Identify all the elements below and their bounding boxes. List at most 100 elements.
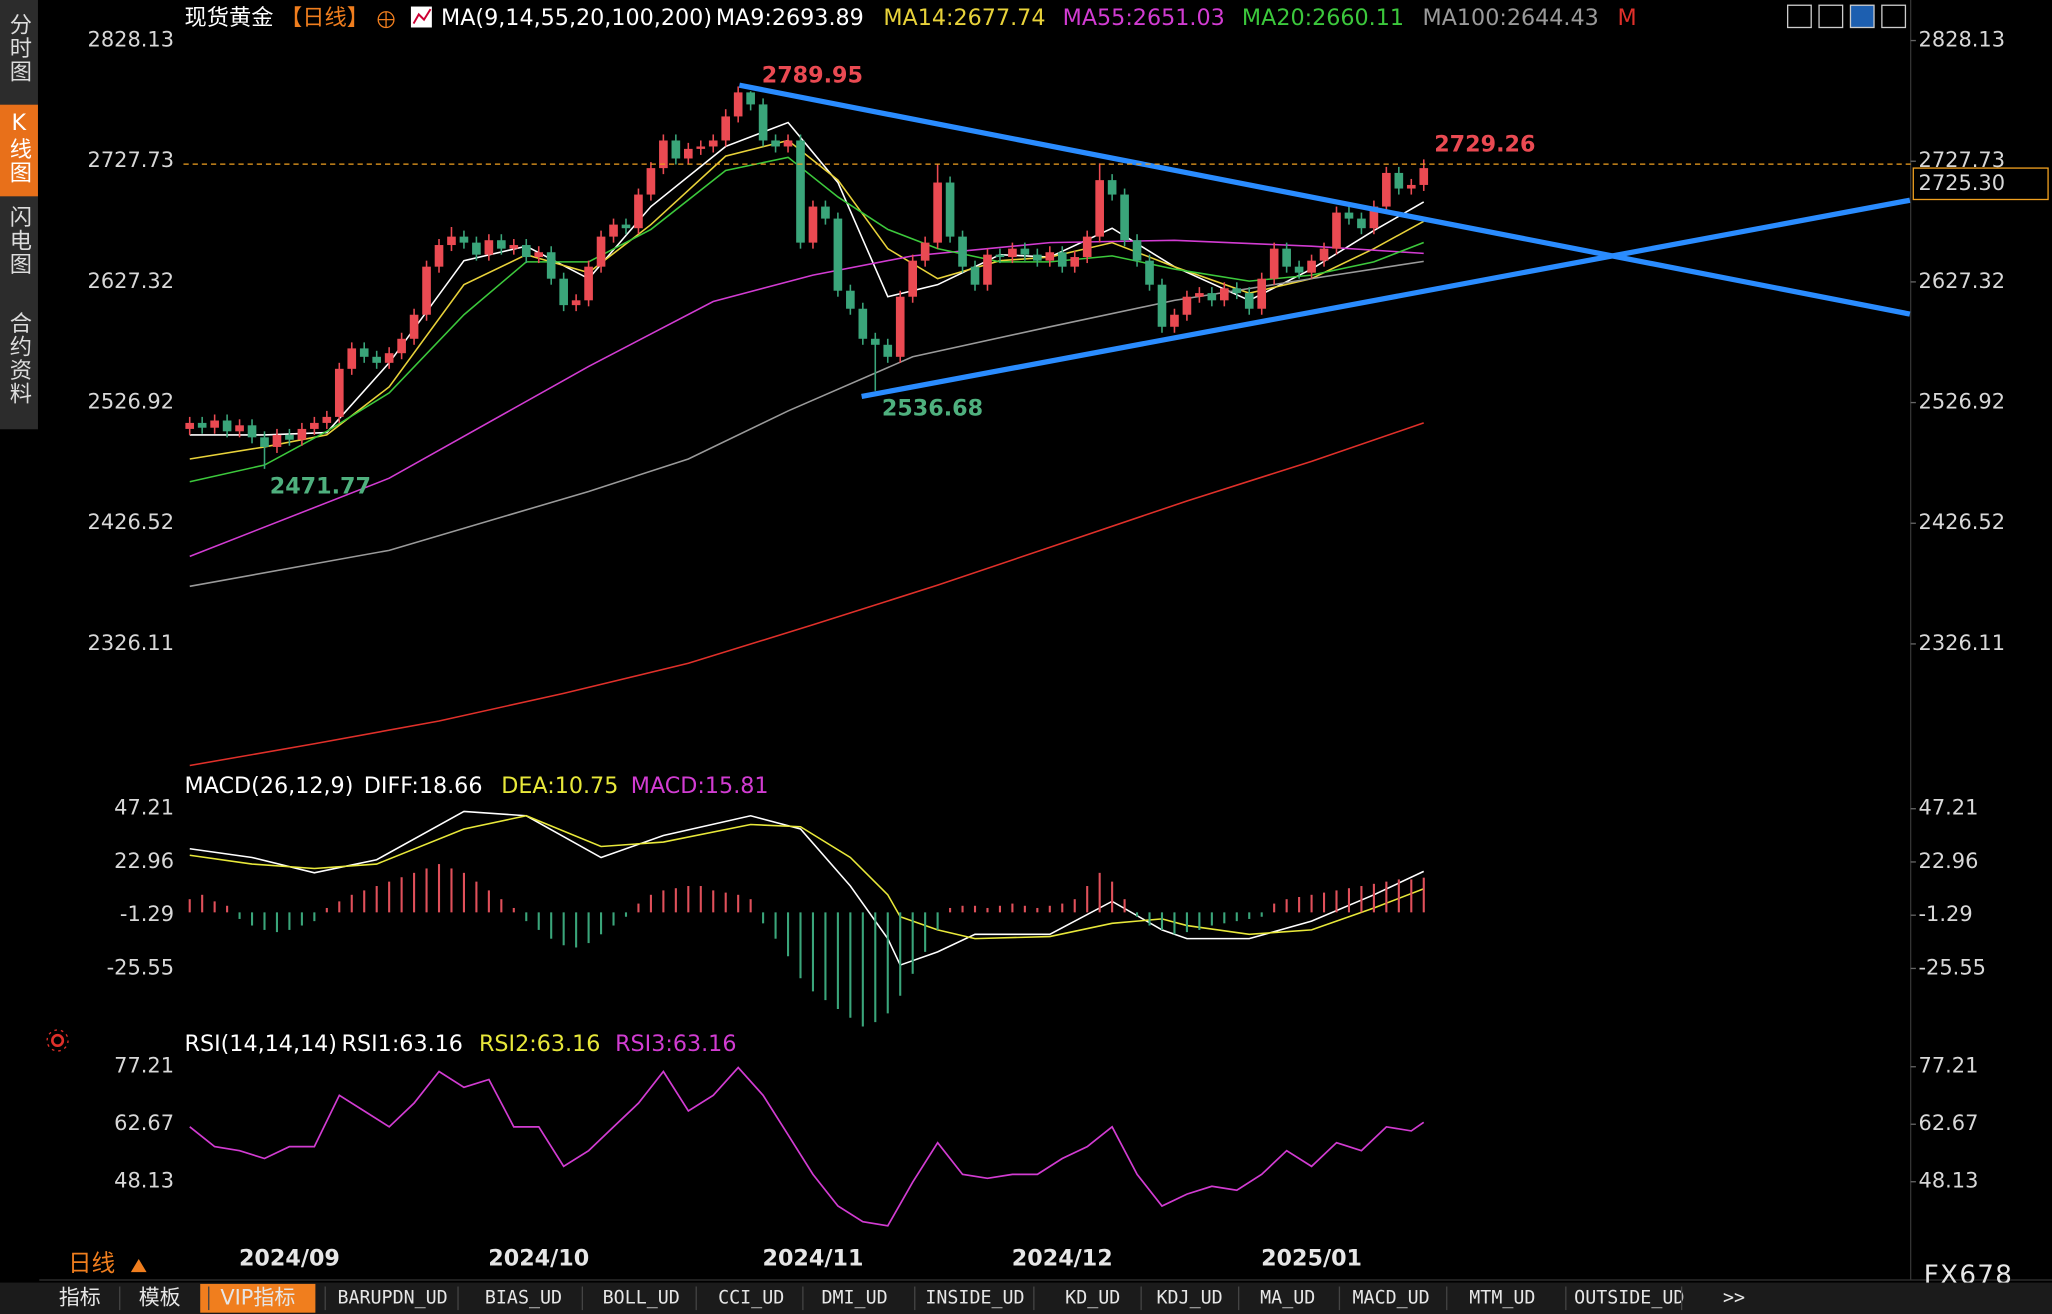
candle-body bbox=[472, 242, 481, 255]
icon[interactable] bbox=[1818, 4, 1844, 29]
candle-body bbox=[1095, 180, 1104, 237]
candle-body bbox=[1207, 293, 1217, 301]
bottom-tab[interactable]: BOLL_UD bbox=[603, 1287, 680, 1308]
candle-body bbox=[746, 92, 755, 105]
sidebar-tab[interactable]: K线图 bbox=[6, 110, 32, 184]
candle-body bbox=[1294, 266, 1304, 273]
candle-body bbox=[1170, 314, 1179, 327]
icon[interactable] bbox=[1849, 4, 1875, 29]
candle-body bbox=[995, 254, 1005, 258]
y-tick-label: 2828.13 bbox=[1919, 28, 2006, 52]
bottom-tab[interactable]: KDJ_UD bbox=[1157, 1287, 1223, 1308]
macd-title: MACD(26,12,9) bbox=[185, 773, 354, 799]
icon[interactable] bbox=[1786, 4, 1812, 29]
candle-body bbox=[422, 266, 431, 315]
y-tick-label: -1.29 bbox=[120, 902, 174, 926]
y-tick-label: 2828.13 bbox=[88, 28, 175, 52]
candle-body bbox=[733, 92, 743, 117]
icon bbox=[51, 1033, 65, 1048]
candle-body bbox=[260, 437, 269, 447]
extreme-label: 2729.26 bbox=[1434, 131, 1535, 157]
candle-body bbox=[683, 148, 693, 159]
candle-body bbox=[235, 425, 244, 432]
y-tick-label: 2426.52 bbox=[88, 510, 175, 534]
bottom-tab[interactable]: OUTSIDE_UD bbox=[1574, 1287, 1684, 1308]
candle-body bbox=[534, 252, 544, 258]
candle-body bbox=[908, 260, 918, 297]
legend-entry: DIFF:18.66 bbox=[364, 773, 483, 799]
candle-body bbox=[1307, 260, 1316, 273]
candle-body bbox=[983, 254, 992, 285]
candle-body bbox=[671, 140, 681, 159]
ma-line bbox=[189, 239, 1424, 558]
y-tick-label: 2727.73 bbox=[88, 148, 175, 172]
ma-line bbox=[189, 422, 1424, 767]
rsi-icon bbox=[46, 1029, 69, 1052]
candle-body bbox=[1269, 248, 1279, 279]
candle-body bbox=[497, 240, 506, 249]
bottom-tab[interactable]: MACD_UD bbox=[1353, 1287, 1430, 1308]
bottom-tab[interactable]: MTM_UD bbox=[1469, 1287, 1535, 1308]
candle-body bbox=[222, 420, 232, 432]
candle-body bbox=[758, 104, 768, 141]
x-tick-label: 2024/12 bbox=[1012, 1246, 1113, 1272]
y-tick-label: 48.13 bbox=[1919, 1169, 1979, 1193]
sidebar-active bbox=[0, 104, 38, 197]
legend-entry: MA55:2651.03 bbox=[1063, 5, 1225, 31]
candle-body bbox=[634, 194, 643, 229]
bottom-tab[interactable]: >> bbox=[1723, 1287, 1745, 1308]
add-icon[interactable] bbox=[377, 11, 395, 29]
bottom-tab[interactable]: VIP指标 bbox=[220, 1285, 295, 1309]
candle-body bbox=[334, 368, 344, 417]
period-button[interactable]: 日线 bbox=[68, 1249, 115, 1277]
candle-body bbox=[1132, 240, 1142, 261]
bottom-tab[interactable]: KD_UD bbox=[1065, 1287, 1120, 1308]
bottom-bar bbox=[0, 1282, 2052, 1314]
y-tick-label: 77.21 bbox=[114, 1054, 174, 1078]
y-tick-label: -1.29 bbox=[1919, 902, 1973, 926]
bottom-tab[interactable]: CCI_UD bbox=[718, 1287, 784, 1308]
sidebar-tab[interactable]: 闪电图 bbox=[6, 205, 32, 276]
sidebar-tab[interactable]: 合约资料 bbox=[6, 311, 32, 406]
candle-body bbox=[646, 168, 656, 195]
candle-body bbox=[1020, 248, 1030, 255]
trendline[interactable] bbox=[738, 82, 1911, 317]
candle-body bbox=[1332, 212, 1341, 249]
icon bbox=[46, 1029, 69, 1052]
candle-body bbox=[1282, 248, 1291, 267]
icon[interactable] bbox=[378, 11, 394, 28]
y-tick-label: 62.67 bbox=[114, 1111, 174, 1135]
y-tick-label: 47.21 bbox=[114, 796, 174, 820]
y-tick-label: 22.96 bbox=[114, 849, 174, 873]
candle-body bbox=[596, 236, 606, 267]
bottom-tab[interactable]: MA_UD bbox=[1260, 1287, 1315, 1308]
legend-entry: DEA:10.75 bbox=[501, 773, 618, 799]
ma-label: MA(9,14,55,20,100,200) bbox=[441, 5, 712, 31]
trendline[interactable] bbox=[861, 197, 1911, 399]
toolbar-icons[interactable] bbox=[1786, 4, 1907, 29]
candle-body bbox=[1382, 172, 1391, 207]
legend-entry: MACD:15.81 bbox=[631, 773, 769, 799]
y-tick-label: 22.96 bbox=[1919, 849, 1979, 873]
candle-body bbox=[920, 242, 930, 261]
bottom-tab[interactable]: BIAS_UD bbox=[485, 1287, 562, 1308]
period-arrow[interactable] bbox=[130, 1259, 147, 1273]
y-tick-label: 2426.52 bbox=[1919, 510, 2006, 534]
bottom-tab[interactable]: INSIDE_UD bbox=[925, 1287, 1024, 1308]
bottom-tab[interactable]: 指标 bbox=[59, 1285, 101, 1309]
y-tick-label: 2526.92 bbox=[88, 390, 175, 414]
bottom-tab[interactable]: DMI_UD bbox=[821, 1287, 887, 1308]
y-tick-label: 2326.11 bbox=[1919, 631, 2006, 655]
candle-body bbox=[434, 245, 444, 267]
ma-line bbox=[189, 260, 1424, 588]
bottom-tab[interactable]: 模板 bbox=[139, 1285, 181, 1309]
icon[interactable] bbox=[1881, 4, 1907, 29]
bottom-tab[interactable]: BARUPDN_UD bbox=[337, 1287, 447, 1308]
candle-body bbox=[509, 245, 519, 249]
candle-body bbox=[945, 182, 955, 237]
tab-active bbox=[200, 1283, 316, 1313]
rsi-line bbox=[189, 1066, 1425, 1227]
sidebar-tab[interactable]: 分时图 bbox=[6, 13, 32, 84]
